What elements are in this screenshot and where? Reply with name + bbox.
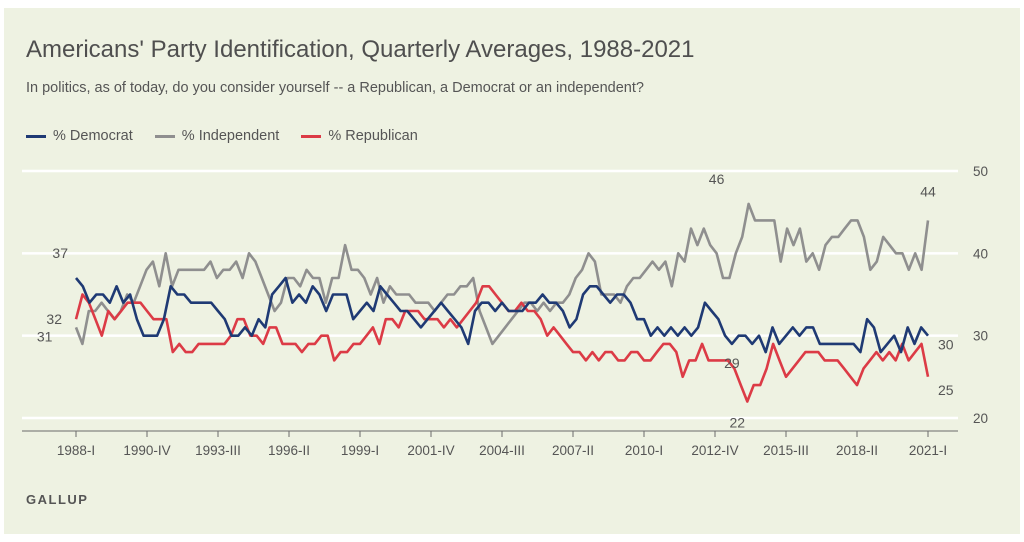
legend-label-democrat: % Democrat: [53, 128, 133, 144]
x-tick-label: 2012-IV: [691, 443, 738, 458]
x-tick-label: 2001-IV: [407, 443, 454, 458]
chart-subtitle: In politics, as of today, do you conside…: [26, 80, 644, 96]
chart-title: Americans' Party Identification, Quarter…: [26, 36, 695, 63]
data-label: 31: [37, 328, 53, 344]
data-label: 29: [724, 355, 740, 371]
legend-label-republican: % Republican: [328, 128, 418, 144]
x-tick-label: 2007-II: [552, 443, 594, 458]
series-line-democrat: [74, 276, 930, 354]
chart-card: Americans' Party Identification, Quarter…: [4, 8, 1020, 534]
data-label: 30: [938, 337, 954, 353]
legend-swatch-democrat: [26, 134, 46, 138]
data-label: 25: [938, 382, 954, 398]
y-tick-label: 30: [973, 329, 988, 344]
x-tick-label: 1996-II: [268, 443, 310, 458]
legend-swatch-independent: [154, 134, 175, 138]
y-tick-label: 50: [973, 164, 988, 179]
legend-label-independent: % Independent: [181, 128, 280, 144]
data-label: 46: [709, 171, 725, 187]
source-label: GALLUP: [26, 492, 89, 507]
x-tick-label: 2010-I: [625, 443, 663, 458]
x-tick-label: 2018-II: [836, 443, 878, 458]
data-label: 32: [46, 311, 62, 327]
x-tick-label: 1999-I: [341, 443, 379, 458]
legend-item-independent: % Independent: [154, 128, 280, 144]
x-tick-label: 2004-III: [479, 443, 525, 458]
data-label: 22: [729, 415, 745, 431]
y-tick-label: 40: [973, 246, 988, 261]
legend-item-democrat: % Democrat: [26, 128, 133, 144]
legend-item-republican: % Republican: [301, 128, 418, 144]
x-tick-label: 2015-III: [763, 443, 809, 458]
data-label: 37: [52, 245, 68, 261]
chart-legend: % Democrat % Independent % Republican: [26, 128, 418, 144]
series-line-independent: [74, 202, 930, 346]
x-tick-label: 2021-I: [909, 443, 947, 458]
data-label: 44: [920, 183, 936, 199]
x-tick-label: 1990-IV: [123, 443, 170, 458]
y-tick-label: 20: [973, 411, 988, 426]
x-tick-label: 1988-I: [57, 443, 95, 458]
x-tick-label: 1993-III: [195, 443, 241, 458]
legend-swatch-republican: [301, 134, 322, 138]
